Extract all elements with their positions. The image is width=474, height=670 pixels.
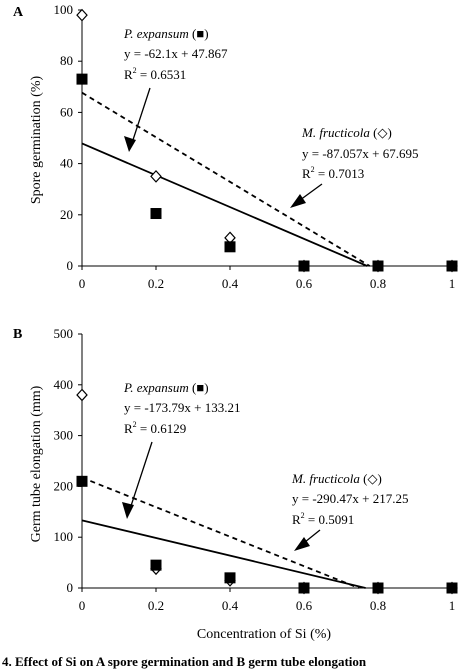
fit-line-m-fructicola-a bbox=[81, 91, 371, 267]
point-p-expansum-a bbox=[150, 208, 162, 220]
point-p-expansum-b bbox=[446, 582, 458, 594]
y-axis-label-a: Spore germination (%) bbox=[29, 76, 44, 205]
point-p-expansum-a bbox=[224, 241, 236, 253]
panel-label-a: A bbox=[13, 5, 24, 20]
fit-line-m-fructicola-b bbox=[81, 476, 360, 589]
y-axis-label-b: Germ tube elongation (mm) bbox=[29, 385, 44, 542]
fit-lines-a bbox=[81, 91, 371, 267]
y-tick-label-a: 60 bbox=[60, 104, 73, 119]
point-p-expansum-b bbox=[76, 475, 88, 487]
x-tick-label-a: 1 bbox=[449, 276, 456, 291]
annotation-m-fructicola-a: M. fructicola (◇) bbox=[301, 125, 392, 140]
point-p-expansum-b bbox=[150, 559, 162, 571]
fit-lines-b bbox=[81, 476, 366, 589]
arrow-p-expansum-b bbox=[122, 441, 153, 519]
panel-a: A Spore germination (%) 0 20 40 60 80 100 0 0.2… bbox=[13, 2, 458, 291]
equation-m-fructicola-b: y = -290.47x + 217.25 bbox=[292, 491, 409, 506]
fit-line-p-expansum-b bbox=[81, 519, 366, 589]
y-tick-label-a: 20 bbox=[60, 207, 73, 222]
point-m-fructicola-b bbox=[76, 388, 88, 402]
point-p-expansum-a bbox=[372, 260, 384, 272]
x-tick-label-a: 0.8 bbox=[370, 276, 386, 291]
point-m-fructicola-a bbox=[76, 8, 88, 22]
y-tick-label-b: 100 bbox=[54, 529, 74, 544]
arrow-m-fructicola-b bbox=[294, 529, 321, 551]
x-tick-label-a: 0.6 bbox=[296, 276, 313, 291]
y-tick-label-b: 300 bbox=[54, 428, 74, 443]
x-tick-label-b: 0.2 bbox=[148, 598, 164, 613]
x-tick-label-a: 0.2 bbox=[148, 276, 164, 291]
y-tick-label-b: 200 bbox=[54, 478, 74, 493]
y-tick-label-b: 0 bbox=[67, 580, 74, 595]
point-p-expansum-a bbox=[446, 260, 458, 272]
x-tick-label-b: 0.4 bbox=[222, 598, 239, 613]
x-tick-label-b: 1 bbox=[449, 598, 456, 613]
point-p-expansum-a bbox=[298, 260, 310, 272]
x-tick-label-b: 0.8 bbox=[370, 598, 386, 613]
arrow-p-expansum-a bbox=[124, 87, 151, 152]
r2-m-fructicola-b: R2 = 0.5091 bbox=[292, 511, 354, 527]
y-tick-label-a: 40 bbox=[60, 156, 73, 171]
panel-b: B Germ tube elongation (mm) Concentratio… bbox=[13, 326, 458, 642]
x-tick-label-b: 0 bbox=[79, 598, 86, 613]
ticks-a: 0 20 40 60 80 100 0 0.2 0.4 0.6 0.8 1 bbox=[54, 2, 456, 291]
y-tick-label-b: 400 bbox=[54, 377, 74, 392]
point-p-expansum-b bbox=[224, 572, 236, 584]
annotation-p-expansum-b: P. expansum (■) bbox=[123, 380, 209, 395]
x-tick-label-a: 0 bbox=[79, 276, 86, 291]
point-m-fructicola-a bbox=[150, 170, 162, 183]
y-tick-label-a: 80 bbox=[60, 53, 73, 68]
equation-p-expansum-b: y = -173.79x + 133.21 bbox=[124, 400, 241, 415]
point-p-expansum-b bbox=[372, 582, 384, 594]
axes-a bbox=[81, 10, 452, 267]
points-b bbox=[76, 388, 458, 595]
r2-p-expansum-a: R2 = 0.6531 bbox=[124, 66, 186, 82]
r2-m-fructicola-a: R2 = 0.7013 bbox=[302, 165, 364, 181]
y-tick-label-a: 0 bbox=[67, 258, 74, 273]
equation-p-expansum-a: y = -62.1x + 47.867 bbox=[124, 46, 228, 61]
panel-label-b: B bbox=[13, 327, 22, 342]
equation-m-fructicola-a: y = -87.057x + 67.695 bbox=[302, 146, 419, 161]
r2-p-expansum-b: R2 = 0.6129 bbox=[124, 420, 186, 436]
point-p-expansum-b bbox=[298, 582, 310, 594]
annotation-m-fructicola-b: M. fructicola (◇) bbox=[291, 471, 382, 486]
x-axis-label-b: Concentration of Si (%) bbox=[197, 627, 331, 642]
arrow-m-fructicola-a bbox=[290, 183, 323, 208]
ticks-b: 0 100 200 300 400 500 0 0.2 0.4 0.6 0.8 1 bbox=[54, 326, 456, 613]
annotation-p-expansum-a: P. expansum (■) bbox=[123, 26, 209, 41]
axes-b bbox=[81, 334, 452, 589]
fit-line-p-expansum-a bbox=[81, 142, 368, 267]
y-tick-label-b: 500 bbox=[54, 326, 74, 341]
points-a bbox=[76, 8, 458, 273]
figure-caption: 4. Effect of Si on A spore germination a… bbox=[2, 654, 367, 669]
point-p-expansum-a bbox=[76, 73, 88, 85]
y-tick-label-a: 100 bbox=[54, 2, 74, 17]
x-tick-label-a: 0.4 bbox=[222, 276, 239, 291]
x-tick-label-b: 0.6 bbox=[296, 598, 313, 613]
